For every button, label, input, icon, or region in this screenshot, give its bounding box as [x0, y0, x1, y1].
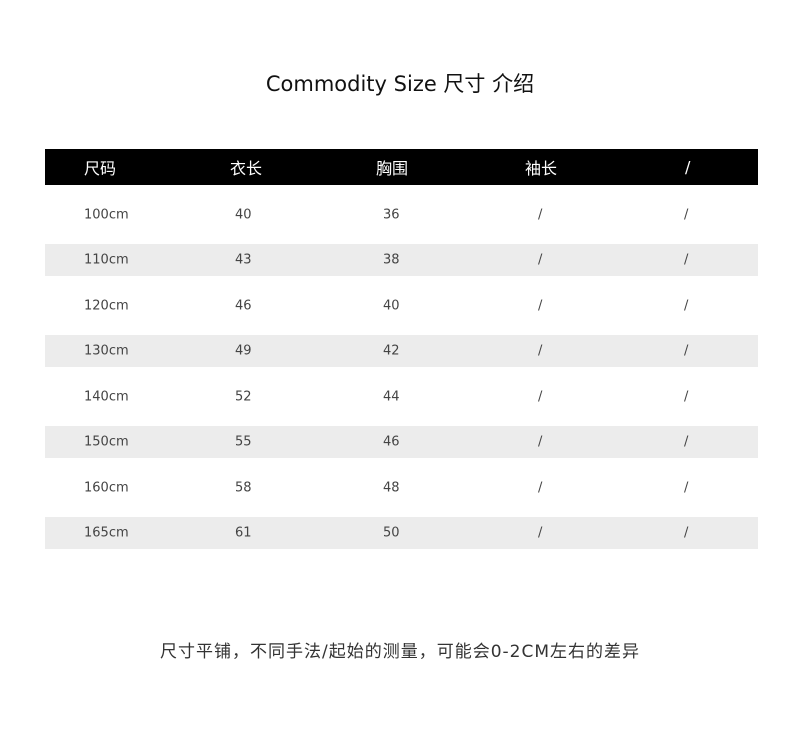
- header-cell: 袖长: [525, 159, 558, 178]
- table-cell: /: [684, 389, 689, 404]
- header-cell: /: [685, 157, 691, 177]
- table-cell: /: [538, 343, 543, 359]
- table-cell: 160cm: [84, 480, 129, 495]
- table-cell: 100cm: [84, 207, 129, 222]
- table-cell: /: [684, 298, 689, 313]
- table-cell: /: [684, 525, 689, 541]
- table-cell: 61: [235, 525, 252, 541]
- table-row: 100cm 40 36 / /: [45, 185, 758, 244]
- table-cell: 55: [235, 434, 252, 450]
- table-row: 130cm 49 42 / /: [45, 335, 758, 367]
- header-cell: 胸围: [376, 159, 409, 178]
- table-cell: /: [684, 480, 689, 495]
- table-cell: /: [684, 434, 689, 450]
- table-cell: 52: [235, 389, 252, 404]
- table-cell: /: [538, 525, 543, 541]
- table-cell: 42: [383, 343, 400, 359]
- table-cell: 110cm: [84, 252, 129, 268]
- table-cell: 40: [235, 207, 252, 222]
- table-cell: 150cm: [84, 434, 129, 450]
- table-cell: 48: [383, 480, 400, 495]
- header-cell: 尺码: [84, 159, 117, 178]
- table-cell: /: [538, 434, 543, 450]
- measurement-note: 尺寸平铺，不同手法/起始的测量，可能会0-2CM左右的差异: [159, 642, 641, 662]
- table-row: 140cm 52 44 / /: [45, 367, 758, 426]
- table-row: 160cm 58 48 / /: [45, 458, 758, 517]
- table-cell: 38: [383, 252, 400, 268]
- table-row: 165cm 61 50 / /: [45, 517, 758, 549]
- table-cell: /: [538, 480, 543, 495]
- table-cell: /: [538, 207, 543, 222]
- table-cell: 36: [383, 207, 400, 222]
- table-cell: 120cm: [84, 298, 129, 313]
- table-cell: 46: [383, 434, 400, 450]
- table-cell: 44: [383, 389, 400, 404]
- table-cell: /: [538, 298, 543, 313]
- table-cell: /: [684, 207, 689, 222]
- size-table: 尺码 衣长 胸围 袖长 / 100cm 40 36//110cm 43 38//120c…: [45, 149, 758, 549]
- table-row: 120cm 46 40 / /: [45, 276, 758, 335]
- table-cell: /: [538, 389, 543, 404]
- table-cell: /: [684, 343, 689, 359]
- table-cell: 49: [235, 343, 252, 359]
- table-cell: 46: [235, 298, 252, 313]
- table-row: 110cm 43 38 / /: [45, 244, 758, 276]
- table-cell: 130cm: [84, 343, 129, 359]
- table-row: 150cm 55 46 / /: [45, 426, 758, 458]
- table-cell: 140cm: [84, 389, 129, 404]
- table-cell: 165cm: [84, 525, 129, 541]
- page-title: Commodity Size 尺寸 介绍: [265, 72, 535, 96]
- table-header: 尺码 衣长 胸围 袖长 /: [45, 149, 758, 185]
- header-cell: 衣长: [230, 159, 263, 178]
- table-cell: 50: [383, 525, 400, 541]
- table-cell: 43: [235, 252, 252, 268]
- table-cell: 58: [235, 480, 252, 495]
- table-cell: 40: [383, 298, 400, 313]
- table-cell: /: [538, 252, 543, 268]
- table-cell: /: [684, 252, 689, 268]
